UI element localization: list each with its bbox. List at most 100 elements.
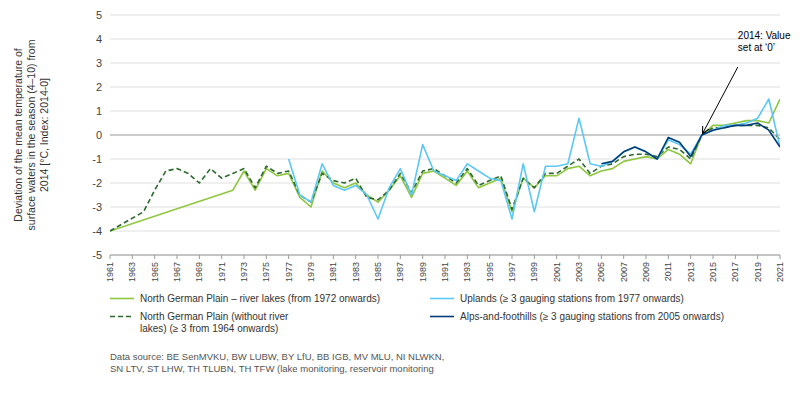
annotation-line: set at ‘0’ xyxy=(738,42,775,53)
y-tick-label: 2 xyxy=(96,81,102,93)
source-note-line: Data source: BE SenMVKU, BW LUBW, BY LfU… xyxy=(110,351,444,362)
x-axis: 1961196319651967196919711973197519771979… xyxy=(105,255,785,282)
grid-line xyxy=(110,15,780,16)
y-axis-label-line: Deviation of the mean temperature of xyxy=(12,48,24,221)
x-tick-label: 1971 xyxy=(217,262,227,282)
x-tick xyxy=(378,255,379,259)
legend-label-line: Uplands (≥ 3 gauging stations from 1977 … xyxy=(460,293,684,304)
x-tick xyxy=(221,255,222,259)
x-tick-label: 1973 xyxy=(239,262,249,282)
x-tick-label: 2007 xyxy=(619,262,629,282)
legend-label-line: Alps-and-foothills (≥ 3 gauging stations… xyxy=(460,311,724,322)
x-tick xyxy=(579,255,580,259)
x-tick-label: 1969 xyxy=(194,262,204,282)
x-tick-label: 2013 xyxy=(686,262,696,282)
x-tick-label: 2011 xyxy=(663,262,673,281)
annotations: 2014: Valueset at ‘0’ xyxy=(703,30,791,133)
annotation: 2014: Valueset at ‘0’ xyxy=(738,30,791,53)
x-tick-label: 1975 xyxy=(261,262,271,282)
legend-label: North German Plain – river lakes (from 1… xyxy=(140,293,380,304)
x-tick xyxy=(311,255,312,259)
grid-line xyxy=(110,183,780,184)
y-tick-label: 0 xyxy=(96,129,102,141)
x-tick-label: 2009 xyxy=(641,262,651,282)
x-tick-label: 2021 xyxy=(775,262,785,282)
grid-line xyxy=(110,39,780,40)
x-tick xyxy=(266,255,267,259)
y-tick-label: -2 xyxy=(92,177,102,189)
y-axis-label-line: surface waters in the season (4–10) from xyxy=(25,39,37,230)
series-line xyxy=(110,99,780,231)
x-tick xyxy=(244,255,245,259)
grid-line xyxy=(110,159,780,160)
x-tick-label: 2003 xyxy=(574,262,584,282)
y-tick-label: 5 xyxy=(96,9,102,21)
x-tick xyxy=(177,255,178,259)
legend-label-line: lakes) (≥ 3 from 1964 onwards) xyxy=(140,323,278,334)
x-tick-label: 1965 xyxy=(150,262,160,282)
x-tick xyxy=(132,255,133,259)
x-tick xyxy=(355,255,356,259)
grid-line xyxy=(110,207,780,208)
x-tick-label: 1983 xyxy=(351,262,361,282)
x-tick-label: 1999 xyxy=(529,262,539,282)
x-tick-label: 1993 xyxy=(462,262,472,282)
x-tick xyxy=(735,255,736,259)
x-tick xyxy=(110,255,111,259)
y-tick-label: 4 xyxy=(96,33,102,45)
series-line xyxy=(601,123,780,164)
annotation-line: 2014: Value xyxy=(738,30,791,41)
x-tick xyxy=(757,255,758,259)
lines xyxy=(110,99,780,231)
x-tick-label: 1981 xyxy=(328,262,338,282)
x-tick-label: 2015 xyxy=(708,262,718,282)
x-tick-label: 1961 xyxy=(105,262,115,282)
y-tick-label: -1 xyxy=(92,153,102,165)
x-tick-label: 1977 xyxy=(284,262,294,282)
x-tick xyxy=(623,255,624,259)
x-tick xyxy=(512,255,513,259)
y-tick-label: 1 xyxy=(96,105,102,117)
x-tick xyxy=(154,255,155,259)
x-tick xyxy=(601,255,602,259)
grid-line xyxy=(110,87,780,88)
legend-label: Uplands (≥ 3 gauging stations from 1977 … xyxy=(460,293,684,304)
x-tick-label: 2019 xyxy=(753,262,763,282)
y-tick-label: -3 xyxy=(92,201,102,213)
source-note: Data source: BE SenMVKU, BW LUBW, BY LfU… xyxy=(110,351,444,374)
x-tick xyxy=(534,255,535,259)
legend: North German Plain – river lakes (from 1… xyxy=(110,293,724,334)
x-tick-label: 1979 xyxy=(306,262,316,282)
legend-swatch xyxy=(430,316,454,318)
x-tick xyxy=(646,255,647,259)
x-tick-label: 1989 xyxy=(418,262,428,282)
x-tick xyxy=(467,255,468,259)
source-note-line: SN LTV, ST LHW, TH TLUBN, TH TFW (lake m… xyxy=(110,363,434,374)
legend-label: North German Plain (without riverlakes) … xyxy=(140,311,289,334)
x-tick xyxy=(422,255,423,259)
x-tick xyxy=(445,255,446,259)
x-tick xyxy=(556,255,557,259)
annotation-arrow xyxy=(703,67,738,133)
x-tick xyxy=(713,255,714,259)
x-tick-label: 1987 xyxy=(395,262,405,282)
x-tick xyxy=(333,255,334,259)
x-tick xyxy=(199,255,200,259)
x-tick xyxy=(690,255,691,259)
y-axis-label: Deviation of the mean temperature ofsurf… xyxy=(12,39,50,230)
x-tick-label: 1995 xyxy=(485,262,495,282)
y-grid: -5 -4 -3 -2 -1 0 1 2 3 4 5 xyxy=(92,9,780,261)
x-tick xyxy=(780,255,781,259)
y-tick-label: -5 xyxy=(92,249,102,261)
x-tick-label: 1991 xyxy=(440,262,450,282)
legend-swatch xyxy=(430,298,454,300)
legend-label-line: North German Plain – river lakes (from 1… xyxy=(140,293,380,304)
y-tick-label: 3 xyxy=(96,57,102,69)
x-tick-label: 2017 xyxy=(730,262,740,282)
x-tick-label: 2005 xyxy=(596,262,606,282)
grid-line xyxy=(110,63,780,64)
x-tick-label: 1985 xyxy=(373,262,383,282)
y-tick-label: -4 xyxy=(92,225,102,237)
y-axis-label-line: 2014 [°C, Index: 2014-0] xyxy=(38,78,50,192)
x-tick-label: 1963 xyxy=(127,262,137,282)
